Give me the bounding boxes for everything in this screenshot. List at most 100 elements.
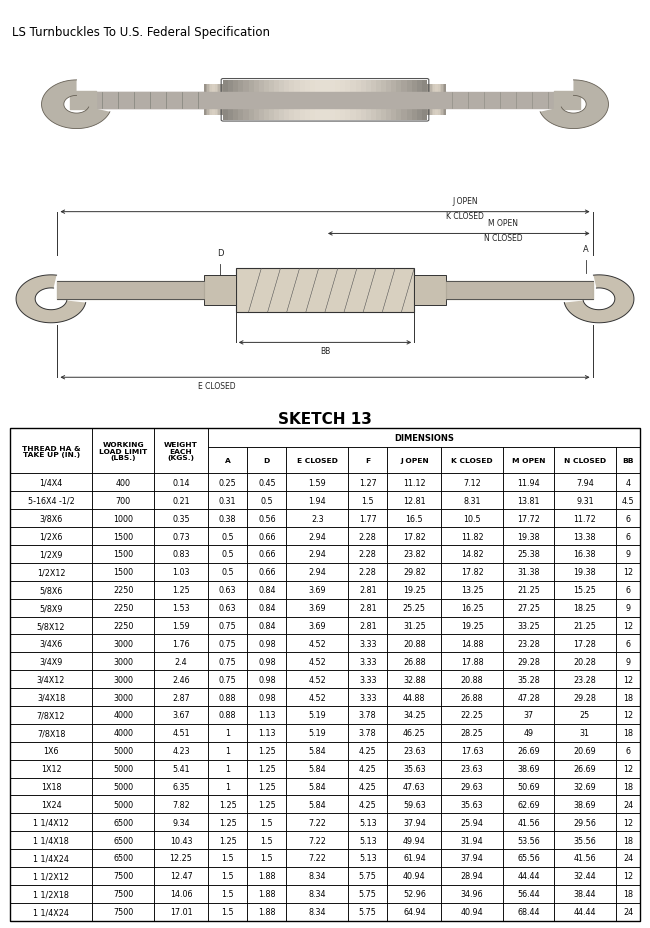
Text: 1/2X9: 1/2X9 <box>40 550 63 559</box>
Text: 3.33: 3.33 <box>359 657 376 666</box>
Text: DIMENSIONS: DIMENSIONS <box>394 433 454 443</box>
Bar <box>348 706 387 724</box>
Bar <box>387 689 441 706</box>
Text: N CLOSED: N CLOSED <box>564 458 606 464</box>
Bar <box>208 814 247 831</box>
Text: F: F <box>365 458 370 464</box>
Text: M OPEN: M OPEN <box>488 218 518 227</box>
Text: 4.25: 4.25 <box>359 746 376 755</box>
Bar <box>616 447 640 474</box>
Bar <box>616 671 640 689</box>
Text: 7/8X12: 7/8X12 <box>37 711 66 719</box>
Bar <box>616 563 640 581</box>
Text: 7.22: 7.22 <box>308 854 326 862</box>
Text: 3000: 3000 <box>113 675 133 684</box>
Bar <box>616 795 640 814</box>
Bar <box>441 528 503 546</box>
Bar <box>10 546 92 563</box>
Bar <box>348 795 387 814</box>
Bar <box>10 599 92 617</box>
Text: 37.94: 37.94 <box>461 854 484 862</box>
Text: 1.77: 1.77 <box>359 514 376 523</box>
Bar <box>92 795 154 814</box>
Bar <box>92 742 154 760</box>
Bar <box>503 492 554 509</box>
Text: 29.28: 29.28 <box>517 657 540 666</box>
Text: 31.25: 31.25 <box>403 622 426 630</box>
Text: 2.81: 2.81 <box>359 603 376 612</box>
Text: 5.19: 5.19 <box>308 728 326 738</box>
Bar <box>208 599 247 617</box>
Bar <box>92 671 154 689</box>
Text: 8.34: 8.34 <box>309 908 326 916</box>
Text: 18.25: 18.25 <box>573 603 596 612</box>
Bar <box>348 635 387 652</box>
Text: 5.84: 5.84 <box>309 765 326 773</box>
Text: 0.75: 0.75 <box>219 639 237 648</box>
Bar <box>247 546 287 563</box>
Bar <box>10 706 92 724</box>
Text: 24: 24 <box>623 800 633 809</box>
Bar <box>92 760 154 778</box>
Text: N CLOSED: N CLOSED <box>484 234 523 243</box>
Text: A: A <box>225 458 231 464</box>
Text: 0.66: 0.66 <box>258 532 276 541</box>
Text: 5.75: 5.75 <box>359 889 376 898</box>
Bar <box>616 724 640 742</box>
Text: 11.82: 11.82 <box>461 532 484 541</box>
Bar <box>208 563 247 581</box>
Text: 2.81: 2.81 <box>359 586 376 595</box>
Bar <box>247 814 287 831</box>
Text: 0.63: 0.63 <box>219 603 237 612</box>
Text: 18: 18 <box>623 728 633 738</box>
Bar <box>208 795 247 814</box>
Text: 12: 12 <box>623 711 633 719</box>
Bar <box>554 447 616 474</box>
Bar <box>10 831 92 849</box>
Bar <box>10 849 92 867</box>
Text: 1.5: 1.5 <box>361 496 374 505</box>
Bar <box>287 795 348 814</box>
Bar <box>10 814 92 831</box>
Bar <box>441 546 503 563</box>
Bar <box>503 581 554 599</box>
Bar <box>247 474 287 492</box>
Bar <box>287 724 348 742</box>
Bar <box>208 652 247 671</box>
Bar <box>247 599 287 617</box>
Bar <box>503 599 554 617</box>
Bar <box>92 429 154 474</box>
Text: 1 1/4X24: 1 1/4X24 <box>33 854 69 862</box>
Bar <box>503 760 554 778</box>
Text: 3.78: 3.78 <box>359 711 376 719</box>
Text: 1.27: 1.27 <box>359 479 376 487</box>
Text: 3.33: 3.33 <box>359 693 376 702</box>
Bar <box>441 617 503 635</box>
Bar <box>616 689 640 706</box>
Bar <box>92 849 154 867</box>
Text: 1.25: 1.25 <box>172 586 190 595</box>
Bar <box>10 885 92 903</box>
Bar <box>348 671 387 689</box>
Text: 4.52: 4.52 <box>308 657 326 666</box>
Bar <box>92 778 154 795</box>
Bar <box>287 849 348 867</box>
Bar <box>154 635 208 652</box>
Text: 0.63: 0.63 <box>219 586 237 595</box>
Bar <box>236 269 414 313</box>
Bar <box>204 276 236 306</box>
Text: 3.69: 3.69 <box>309 622 326 630</box>
Bar <box>287 581 348 599</box>
Text: 4.52: 4.52 <box>308 639 326 648</box>
Bar <box>554 706 616 724</box>
Text: 6500: 6500 <box>113 854 133 862</box>
Text: 1.03: 1.03 <box>172 568 190 576</box>
Bar <box>554 795 616 814</box>
Bar <box>154 724 208 742</box>
Bar <box>348 509 387 528</box>
Bar <box>208 617 247 635</box>
Text: 2.81: 2.81 <box>359 622 376 630</box>
Text: 47.28: 47.28 <box>517 693 540 702</box>
Bar <box>154 474 208 492</box>
Text: 6: 6 <box>625 586 630 595</box>
